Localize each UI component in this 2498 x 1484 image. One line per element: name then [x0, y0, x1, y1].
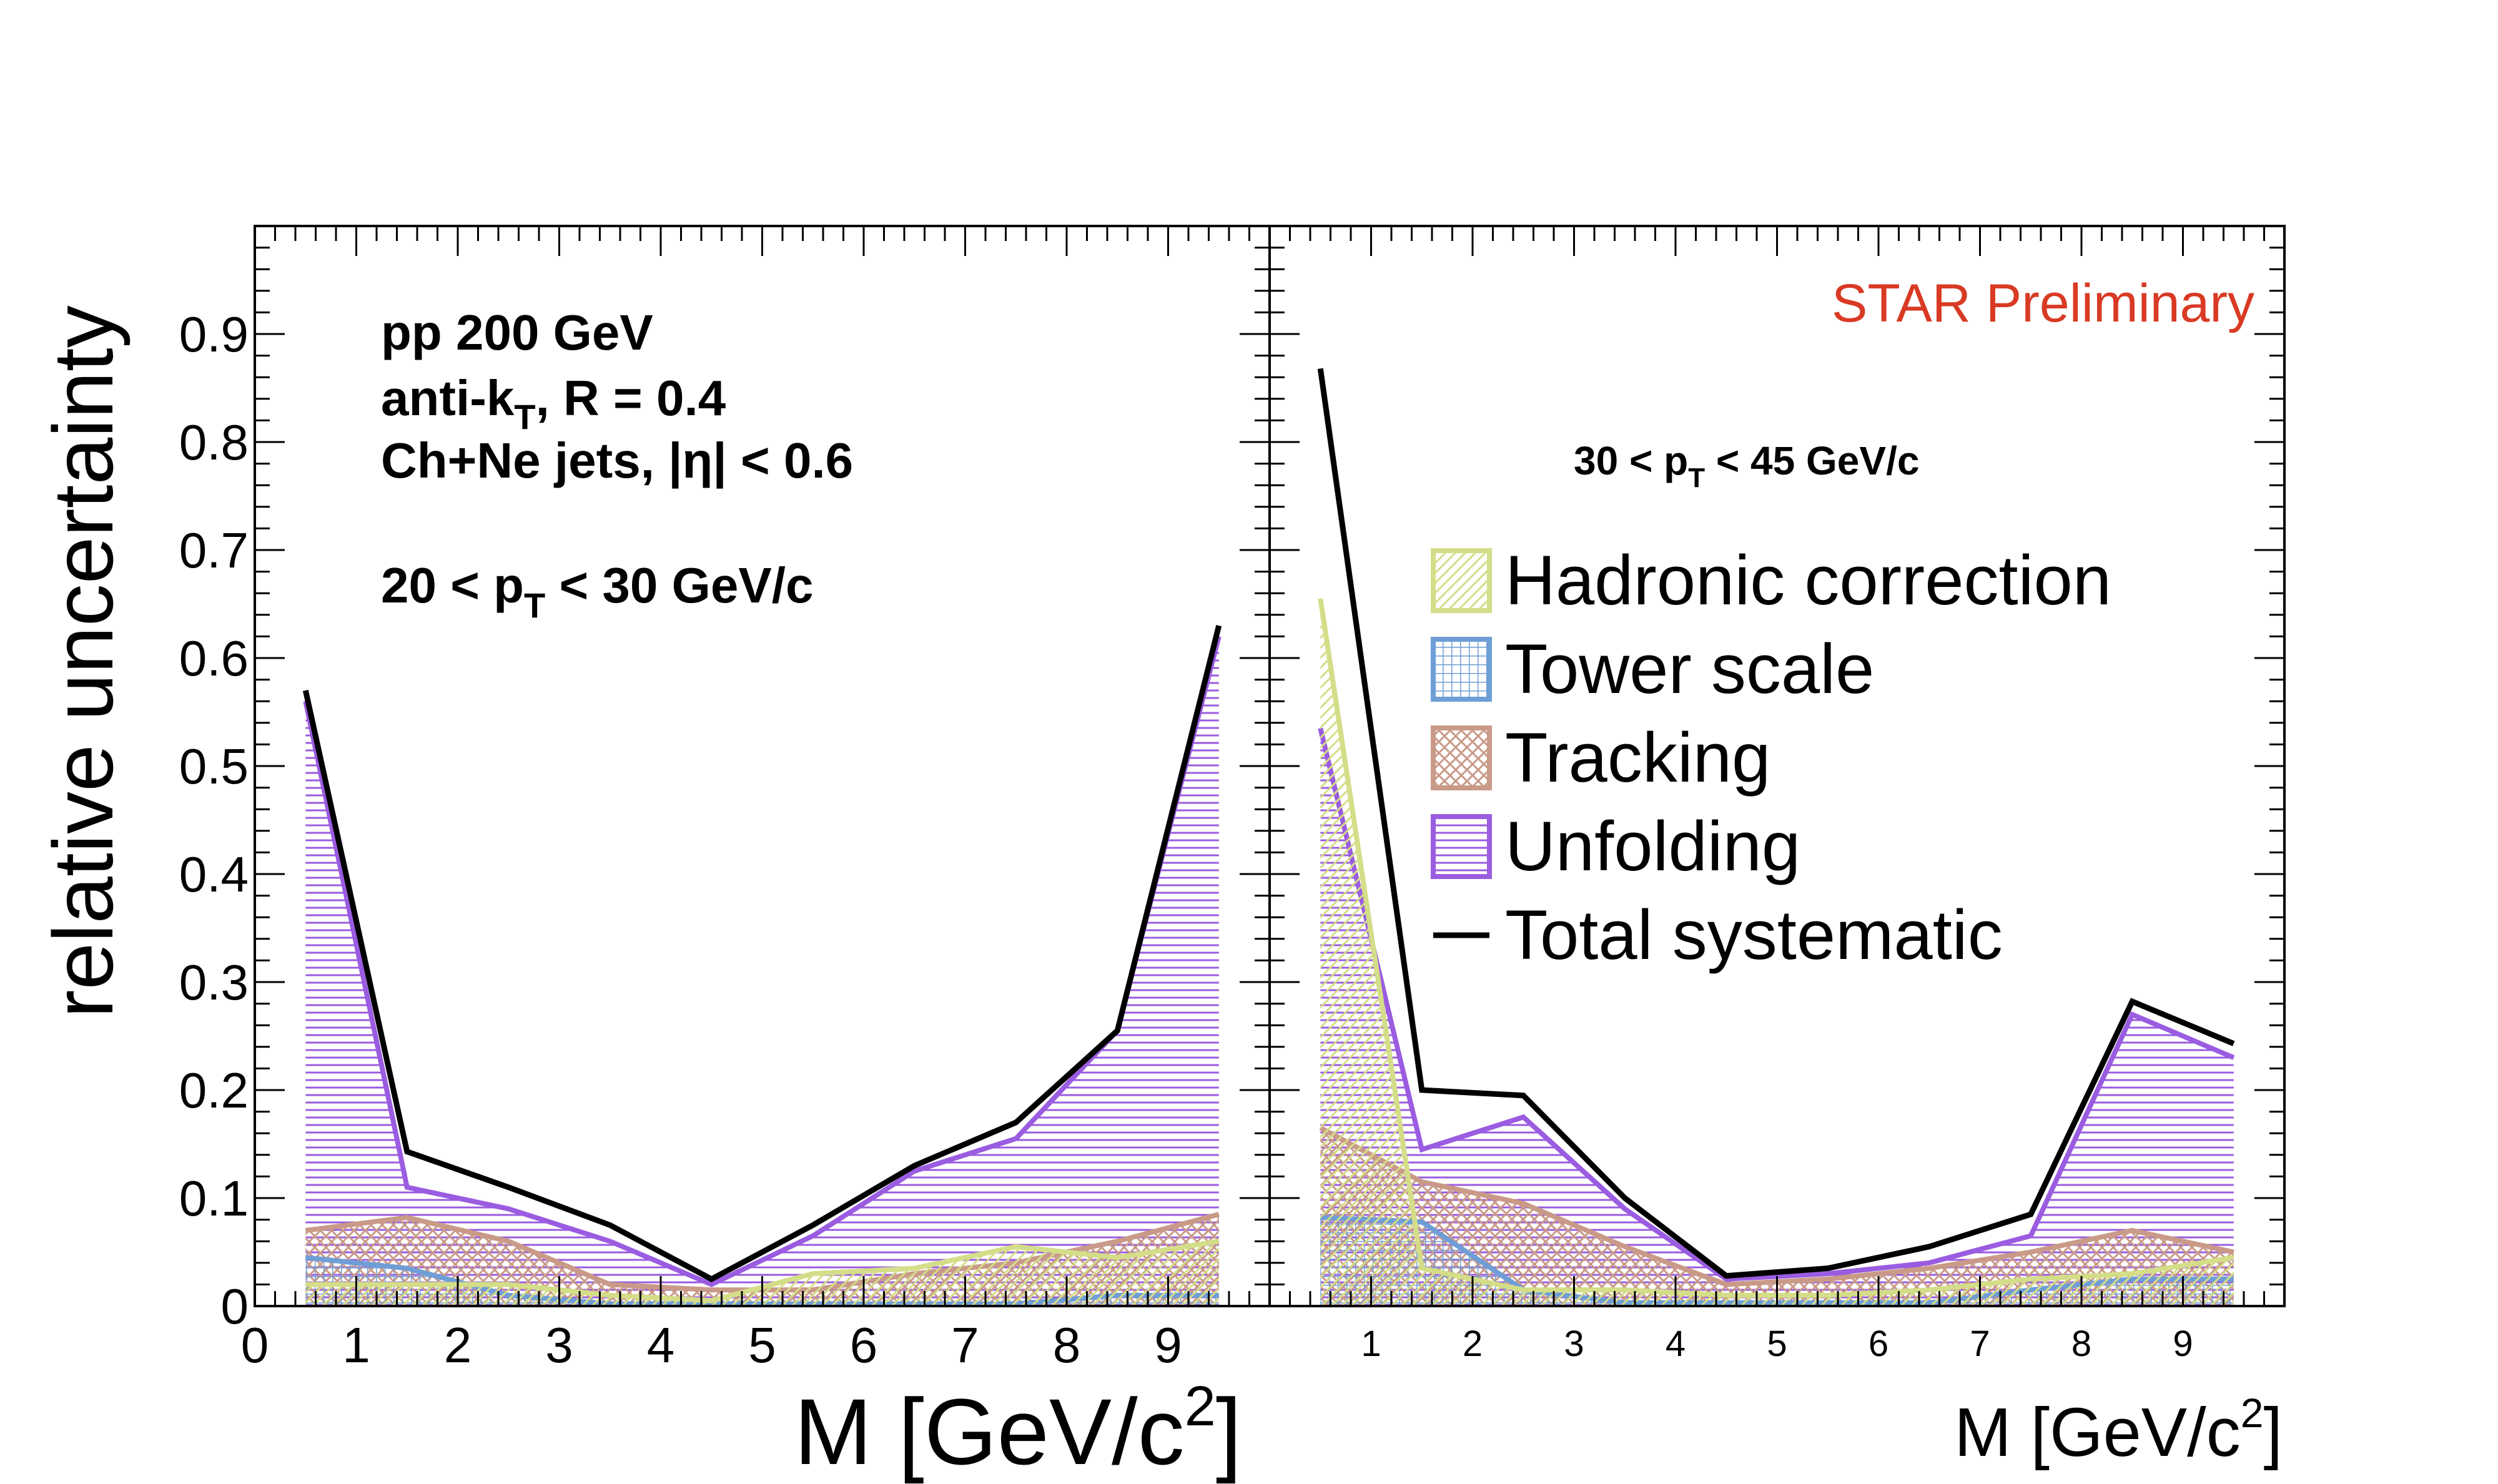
right-x-tick-label: 4: [1666, 1324, 1686, 1364]
left-x-tick-label: 2: [444, 1317, 472, 1373]
legend-swatch-hadronic: [1431, 548, 1492, 613]
annotation-jets: Ch+Ne jets, |η| < 0.6: [381, 433, 853, 489]
right-x-tick-label: 1: [1361, 1324, 1381, 1364]
y-tick-label: 0.9: [179, 307, 249, 362]
legend-swatch-unfolding: [1431, 814, 1492, 879]
y-tick-label: 0.8: [179, 415, 249, 470]
legend-item-hadronic: Hadronic correction: [1431, 541, 2111, 619]
star-preliminary-watermark: STAR Preliminary: [1832, 273, 2254, 333]
right-x-tick-label: 9: [2173, 1324, 2193, 1364]
legend-label-tracking: Tracking: [1505, 719, 1770, 797]
right-panel: 1 2 3 4 5 6 7 8 9 M [GeV/c2] STAR Preliminary 30…: [1268, 225, 2286, 1471]
legend-swatch-tracking: [1431, 725, 1492, 790]
right-tracking-band: [1320, 1128, 2234, 1306]
left-unfolding-line: [303, 636, 1222, 1287]
left-x-tick-label: 9: [1154, 1317, 1182, 1373]
right-x-tick-label: 6: [1869, 1324, 1888, 1364]
right-x-tick-label: 5: [1767, 1324, 1787, 1364]
left-x-tick-label: 5: [748, 1317, 776, 1373]
y-tick-label: 0.6: [179, 631, 249, 686]
left-x-tick-label: 0: [241, 1317, 269, 1373]
left-annotations: pp 200 GeV anti-kT, R = 0.4 Ch+Ne jets, …: [381, 305, 853, 625]
legend-item-unfolding: Unfolding: [1431, 807, 1800, 885]
right-unfolding-band: [1320, 728, 2234, 1306]
left-x-tick-label: 1: [342, 1317, 370, 1373]
legend-label-hadronic: Hadronic correction: [1505, 541, 2111, 619]
annotation-algorithm: anti-kT, R = 0.4: [381, 370, 726, 436]
left-hadronic-band: [305, 1241, 1219, 1306]
left-total-line: [302, 625, 1222, 1282]
legend: Hadronic correction Tower scale Tracking Un…: [1431, 541, 2111, 974]
right-x-tick-label: 2: [1463, 1324, 1483, 1364]
right-x-tick-label: 7: [1970, 1324, 1990, 1364]
left-x-axis-label: M [GeV/c2]: [794, 1375, 1242, 1484]
left-x-tick-label: 6: [850, 1317, 878, 1373]
right-axes: 1 2 3 4 5 6 7 8 9: [1268, 225, 2286, 1364]
right-x-tick-label: 8: [2071, 1324, 2091, 1364]
left-x-tick-label: 8: [1053, 1317, 1081, 1373]
y-tick-label: 0.7: [179, 523, 249, 578]
legend-swatch-tower: [1431, 637, 1492, 702]
left-x-tick-label: 3: [545, 1317, 573, 1373]
right-total-line: [1317, 368, 2235, 1279]
legend-item-tracking: Tracking: [1431, 719, 1770, 797]
y-axis-label: relative uncertainty: [36, 305, 131, 1018]
left-x-tick-label: 4: [647, 1317, 675, 1373]
left-x-tick-label: 7: [951, 1317, 979, 1373]
right-x-tick-label: 3: [1564, 1324, 1584, 1364]
y-tick-label: 0.4: [179, 847, 249, 902]
legend-label-unfolding: Unfolding: [1505, 807, 1800, 885]
legend-label-tower: Tower scale: [1505, 630, 1874, 708]
y-tick-label: 0.5: [179, 739, 249, 794]
y-tick-label: 0: [221, 1279, 249, 1334]
annotation-pt-left: 20 < pT < 30 GeV/c: [381, 558, 813, 625]
legend-item-tower: Tower scale: [1431, 630, 1874, 708]
annotation-collision: pp 200 GeV: [381, 305, 653, 360]
left-unfolding-band: [305, 636, 1219, 1306]
right-hadronic-band: [1320, 598, 2234, 1306]
legend-label-total: Total systematic: [1505, 896, 2003, 974]
y-tick-label: 0.2: [179, 1063, 249, 1118]
legend-item-total: Total systematic: [1433, 896, 2003, 974]
right-x-axis-label: M [GeV/c2]: [1954, 1390, 2283, 1471]
left-panel: 0 1 2 3 4 5 6 7 8 9 0 0.1 0.2 0.3 0.4 0.5 0.6 0.7 0.8 0.9 r…: [36, 225, 1271, 1484]
y-tick-label: 0.3: [179, 955, 249, 1010]
left-series-layer: [302, 625, 1222, 1307]
y-tick-label: 0.1: [179, 1171, 249, 1226]
annotation-pt-right: 30 < pT < 45 GeV/c: [1574, 438, 1919, 493]
left-axes: 0 1 2 3 4 5 6 7 8 9 0 0.1 0.2 0.3 0.4 0.5 0.6 0.7 0.8 0.9: [179, 225, 1271, 1373]
